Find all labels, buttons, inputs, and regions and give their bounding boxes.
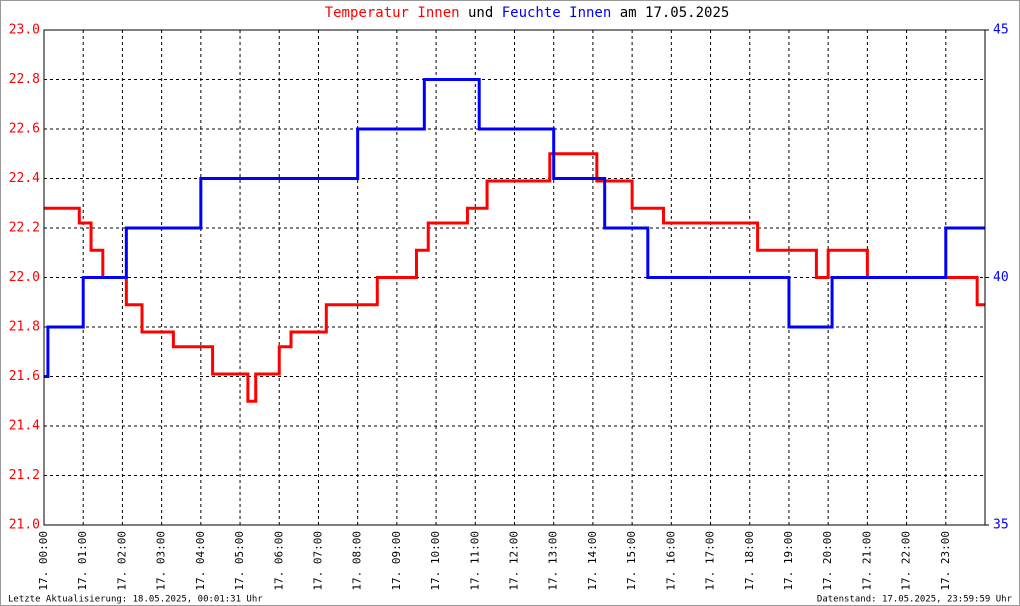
y2-tick-label: 45	[993, 23, 1009, 38]
title-joiner: und	[468, 5, 493, 21]
y-tick-label: 22.4	[9, 171, 40, 186]
y-tick-label: 21.2	[9, 468, 40, 483]
x-tick-label: 17. 17:00	[704, 531, 717, 591]
y-tick-label: 22.2	[9, 221, 40, 236]
title-series-2: Feuchte Innen	[502, 5, 612, 21]
x-tick-label: 17. 10:00	[429, 531, 442, 591]
chart-title: Temperatur Innen und Feuchte Innen am 17…	[325, 5, 730, 21]
x-tick-label: 17. 07:00	[311, 531, 324, 591]
footer-left: Letzte Aktualisierung: 18.05.2025, 00:01…	[8, 595, 263, 605]
x-tick-label: 17. 08:00	[351, 531, 364, 591]
x-tick-label: 17. 19:00	[782, 531, 795, 591]
x-tick-label: 17. 23:00	[939, 531, 952, 591]
y-tick-label: 21.6	[9, 369, 40, 384]
title-suffix: am 17.05.2025	[620, 5, 730, 21]
x-tick-label: 17. 14:00	[586, 531, 599, 591]
x-tick-label: 17. 11:00	[468, 531, 481, 591]
y-tick-label: 21.0	[9, 518, 40, 533]
x-tick-label: 17. 15:00	[625, 531, 638, 591]
x-tick-label: 17. 18:00	[743, 531, 756, 591]
x-tick-label: 17. 06:00	[272, 531, 285, 591]
plot-frame	[43, 29, 986, 526]
x-tick-label: 17. 22:00	[900, 531, 913, 591]
x-tick-label: 17. 20:00	[821, 531, 834, 591]
y-tick-label: 22.8	[9, 72, 40, 87]
y-tick-label: 21.4	[9, 419, 40, 434]
series-line	[44, 152, 985, 403]
y-tick-label: 22.0	[9, 270, 40, 285]
x-tick-label: 17. 05:00	[233, 531, 246, 591]
x-tick-label: 17. 16:00	[664, 531, 677, 591]
x-tick-label: 17. 21:00	[860, 531, 873, 591]
y-tick-label: 21.8	[9, 320, 40, 335]
y-tick-label: 23.0	[9, 23, 40, 38]
x-tick-label: 17. 00:00	[37, 531, 50, 591]
title-series-1: Temperatur Innen	[325, 5, 460, 21]
x-tick-label: 17. 12:00	[508, 531, 521, 591]
x-tick-label: 17. 03:00	[155, 531, 168, 591]
x-tick-label: 17. 01:00	[76, 531, 89, 591]
x-tick-label: 17. 02:00	[115, 531, 128, 591]
x-tick-label: 17. 13:00	[547, 531, 560, 591]
x-tick-label: 17. 04:00	[194, 531, 207, 591]
footer-right: Datenstand: 17.05.2025, 23:59:59 Uhr	[817, 595, 1013, 605]
x-tick-label: 17. 09:00	[390, 531, 403, 591]
y2-tick-label: 35	[993, 518, 1009, 533]
series-line	[44, 78, 985, 378]
y-tick-label: 22.6	[9, 122, 40, 137]
series-lines	[44, 78, 985, 403]
y2-tick-label: 40	[993, 270, 1009, 285]
